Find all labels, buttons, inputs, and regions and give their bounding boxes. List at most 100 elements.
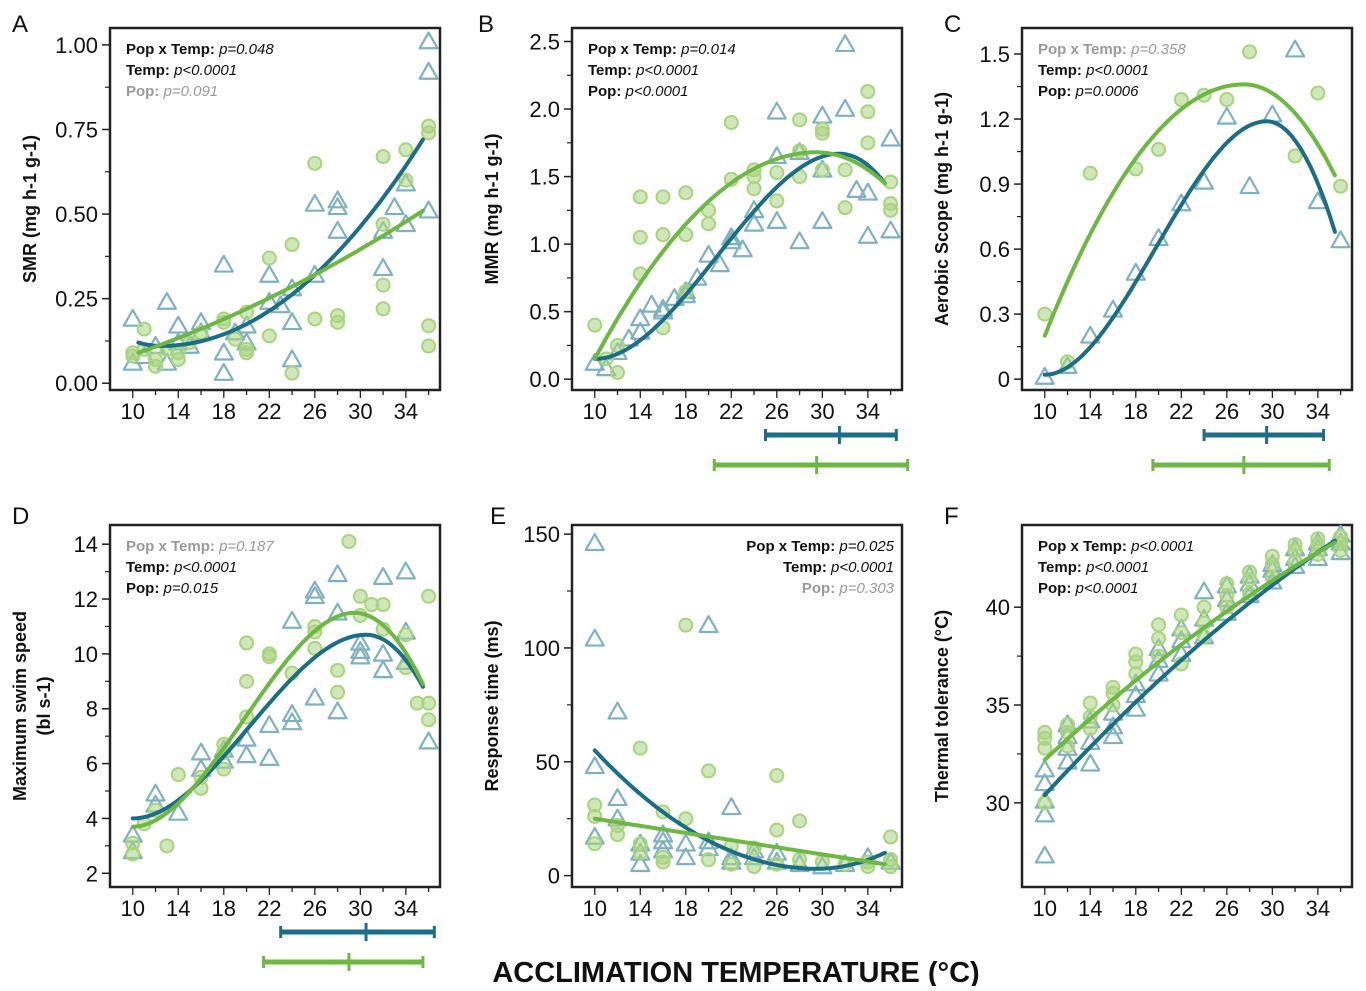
data-point-circle: [375, 597, 391, 613]
y-tick-label: 0.00: [55, 371, 98, 396]
data-point-circle: [746, 181, 762, 197]
stat-key: Temp:: [126, 62, 174, 79]
data-point-circle: [883, 829, 899, 845]
data-point-triangle: [1034, 845, 1055, 864]
panel-letter: E: [490, 503, 506, 530]
y-tick-label: 40: [986, 595, 1010, 620]
data-point-circle: [1173, 607, 1189, 623]
x-tick-label: 10: [583, 896, 607, 921]
data-point-circle: [587, 317, 603, 333]
y-axis-label: MMR (mg h-1 g-1): [482, 134, 502, 285]
y-axis-label: Response time (ms): [482, 620, 502, 791]
data-point-circle: [421, 338, 437, 354]
data-point-triangle: [373, 660, 394, 679]
stat-key: Temp:: [783, 559, 831, 576]
data-point-triangle: [698, 244, 719, 263]
stat-line: Pop x Temp: p=0.048: [126, 41, 274, 58]
fit-line-blue: [130, 632, 425, 821]
data-point-triangle: [281, 610, 303, 629]
stat-value: p<0.0001: [625, 83, 689, 100]
x-tick-label: 18: [674, 896, 698, 921]
stat-line: Pop x Temp: p=0.025: [746, 538, 894, 555]
x-tick-label: 22: [1169, 896, 1193, 921]
data-point-triangle: [835, 34, 856, 53]
data-point-triangle: [1102, 716, 1124, 735]
x-tick-label: 26: [303, 399, 327, 424]
x-tick-label: 10: [1033, 399, 1057, 424]
fit-line-blue: [592, 748, 887, 871]
data-point-triangle: [281, 704, 303, 723]
data-point-circle: [307, 311, 323, 327]
data-point-circle: [814, 162, 830, 178]
data-point-circle: [587, 836, 603, 852]
stat-key: Temp:: [588, 62, 636, 79]
data-point-circle: [125, 846, 141, 862]
data-point-triangle: [1285, 39, 1306, 58]
stat-key: Pop x Temp:: [126, 538, 219, 555]
data-point-circle: [216, 761, 232, 777]
data-point-triangle: [168, 802, 189, 821]
data-point-circle: [159, 838, 175, 854]
y-tick-label: 1.0: [529, 232, 560, 257]
fit-line-green: [592, 816, 887, 867]
data-point-triangle: [122, 308, 143, 327]
data-point-triangle: [327, 701, 348, 720]
data-point-triangle: [304, 586, 325, 605]
plot-frame: [570, 523, 904, 889]
x-tick-label: 14: [628, 399, 652, 424]
data-point-circle: [1173, 92, 1189, 108]
data-point-circle: [723, 856, 739, 872]
x-tick-label: 14: [166, 399, 190, 424]
data-point-circle: [1333, 529, 1349, 545]
data-point-circle: [860, 104, 876, 120]
data-point-triangle: [281, 349, 303, 368]
stat-line: Pop: p<0.0001: [588, 83, 688, 100]
data-point-circle: [1151, 141, 1167, 157]
stat-value: p<0.0001: [1130, 538, 1194, 555]
data-point-circle: [701, 216, 717, 232]
x-tick-label: 14: [166, 896, 190, 921]
x-tick-label: 18: [1124, 399, 1148, 424]
x-tick-label: 26: [765, 399, 789, 424]
data-point-triangle: [327, 197, 348, 216]
data-point-triangle: [766, 211, 787, 230]
data-point-circle: [723, 115, 739, 131]
stat-key: Pop:: [1038, 83, 1076, 100]
data-point-circle: [1287, 148, 1303, 164]
series-blue: [1034, 524, 1351, 864]
data-point-triangle: [373, 643, 394, 662]
data-point-triangle: [584, 756, 605, 775]
data-point-circle: [632, 189, 648, 205]
data-point-triangle: [281, 312, 303, 331]
fit-line-green: [1042, 82, 1337, 338]
data-point-triangle: [732, 239, 753, 258]
stat-value: p=0.303: [838, 580, 894, 597]
data-point-circle: [330, 662, 346, 678]
data-point-circle: [1128, 646, 1144, 662]
data-point-circle: [678, 811, 694, 827]
panel-letter: C: [944, 11, 961, 38]
x-axis-title: ACCLIMATION TEMPERATURE (°C): [492, 957, 979, 986]
stat-value: p<0.0001: [173, 62, 237, 79]
x-tick-label: 14: [1078, 399, 1102, 424]
stat-key: Pop:: [126, 83, 164, 100]
panel-c: C 0 0.3 0.6 0.9 1.2 1.5 10 14 18 22 26 30 34 Aerobic S…: [932, 11, 1354, 474]
stat-line: Temp: p<0.0001: [126, 559, 237, 576]
y-tick-label: 8: [86, 697, 98, 722]
x-tick-label: 10: [121, 896, 145, 921]
data-point-circle: [1310, 531, 1326, 547]
data-point-circle: [307, 155, 323, 171]
panel-letter: B: [478, 11, 494, 38]
stat-key: Pop:: [126, 580, 164, 597]
data-point-circle: [239, 635, 255, 651]
y-axis-label: Thermal tolerance (°C): [932, 610, 952, 802]
y-axis-label: Maximum swim speed: [10, 611, 30, 801]
data-point-triangle: [766, 146, 787, 165]
ci-bar-blue: [763, 426, 898, 444]
data-point-triangle: [596, 358, 617, 377]
data-point-circle: [421, 712, 437, 728]
data-point-circle: [261, 250, 277, 266]
stat-value: p=0.048: [218, 41, 274, 58]
data-point-circle: [421, 318, 437, 334]
